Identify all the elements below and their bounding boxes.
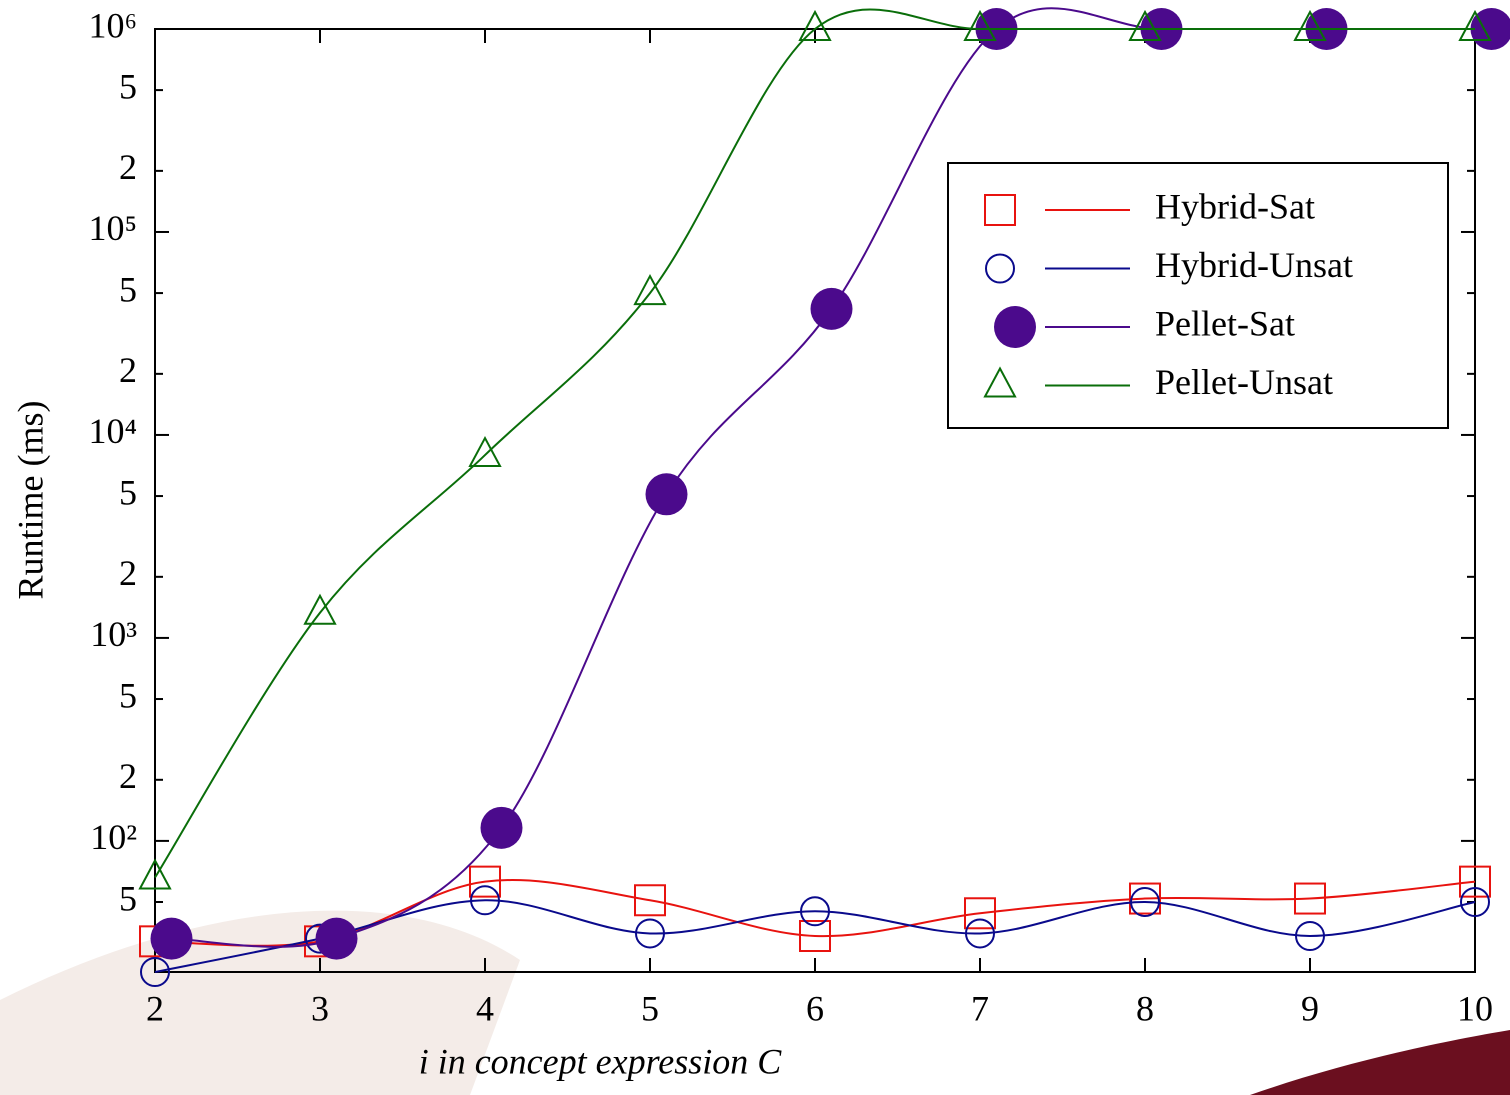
y-axis-label: Runtime (ms) (10, 401, 50, 600)
y-tick-label: 5 (119, 269, 137, 309)
marker-dot (315, 917, 358, 960)
marker-square (1129, 882, 1161, 915)
marker-triangle (1458, 9, 1492, 41)
marker-square (634, 884, 666, 917)
marker-square (984, 194, 1016, 226)
marker-circle (470, 885, 500, 916)
corner-decoration (1250, 1030, 1510, 1095)
marker-triangle (798, 9, 832, 41)
y-tick-label: 10⁵ (88, 208, 137, 248)
y-tick-label: 5 (119, 878, 137, 918)
y-tick-label: 2 (119, 756, 137, 796)
marker-dot (810, 287, 853, 330)
marker-triangle (1128, 9, 1162, 41)
marker-circle (1295, 920, 1325, 951)
marker-triangle (963, 9, 997, 41)
watermark (0, 910, 520, 1095)
x-tick-label: 10 (1457, 988, 1493, 1028)
y-tick-label: 10³ (90, 614, 137, 654)
marker-circle (635, 918, 665, 949)
marker-triangle (468, 435, 502, 468)
marker-dot (150, 917, 193, 960)
legend-box (947, 162, 1449, 429)
marker-square (469, 865, 501, 898)
marker-square (1459, 865, 1491, 898)
marker-triangle (303, 593, 337, 625)
x-tick-label: 2 (146, 988, 164, 1028)
y-tick-label: 10⁶ (88, 5, 137, 45)
x-tick-label: 8 (1136, 988, 1154, 1028)
y-tick-label: 10⁴ (88, 411, 137, 451)
x-tick-label: 3 (311, 988, 329, 1028)
marker-dot (480, 806, 523, 849)
marker-circle (1460, 887, 1490, 918)
marker-triangle (983, 366, 1017, 398)
marker-circle (140, 957, 170, 987)
legend-label: Hybrid-Unsat (1155, 245, 1353, 285)
marker-triangle (1293, 9, 1327, 41)
y-tick-label: 2 (119, 350, 137, 390)
x-tick-label: 7 (971, 988, 989, 1028)
marker-dot (994, 306, 1036, 348)
marker-square (964, 897, 996, 930)
y-tick-label: 5 (119, 472, 137, 512)
marker-triangle (138, 858, 172, 890)
series-line (171, 7, 1492, 948)
x-tick-label: 9 (1301, 988, 1319, 1028)
marker-triangle (633, 273, 667, 306)
legend-label: Pellet-Unsat (1155, 362, 1333, 402)
marker-circle (965, 918, 995, 949)
y-tick-label: 2 (119, 147, 137, 187)
series-line (154, 8, 1475, 879)
y-tick-label: 2 (119, 553, 137, 593)
marker-circle (985, 253, 1015, 284)
marker-square (799, 919, 831, 952)
marker-dot (645, 473, 688, 516)
y-tick-label: 5 (119, 66, 137, 106)
x-tick-label: 6 (806, 988, 824, 1028)
marker-circle (1130, 887, 1160, 918)
legend-label: Pellet-Sat (1155, 303, 1295, 343)
y-tick-label: 10² (90, 817, 137, 857)
x-tick-label: 4 (476, 988, 494, 1028)
marker-square (1294, 882, 1326, 915)
x-axis-label: i in concept expression C (419, 1041, 783, 1081)
legend: Hybrid-Sat Hybrid-Unsat Pellet-Sat Pellet-U… (947, 162, 1449, 429)
y-tick-label: 5 (119, 675, 137, 715)
marker-circle (800, 896, 830, 927)
legend-label: Hybrid-Sat (1155, 186, 1315, 226)
x-tick-label: 5 (641, 988, 659, 1028)
